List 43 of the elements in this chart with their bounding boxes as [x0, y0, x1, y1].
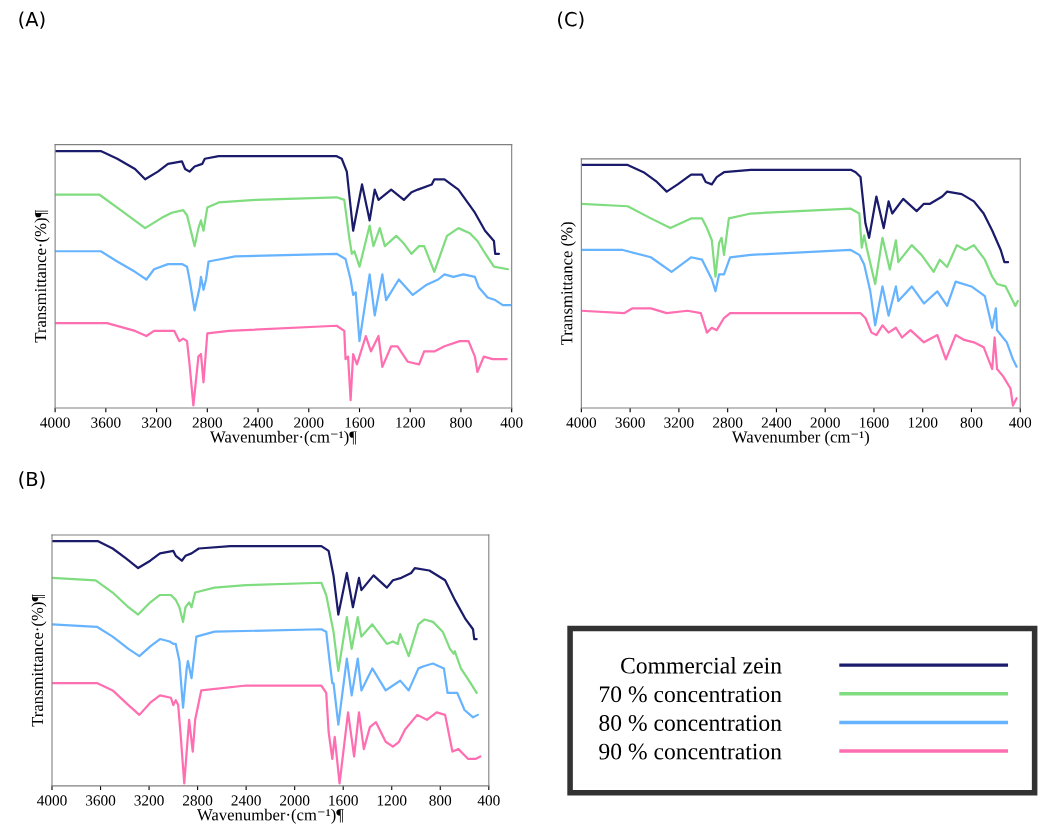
x-tick-label: 1200 — [396, 417, 425, 428]
x-tick-label: 400 — [477, 795, 500, 806]
text: 70 % concentration — [599, 686, 782, 703]
y-axis-title: Transmittance·(%)¶ — [31, 594, 47, 727]
text: Commercial zein — [621, 657, 782, 674]
x-tick-label: 800 — [429, 795, 452, 806]
x-tick-label: 1600 — [345, 417, 375, 428]
x-tick-label: 800 — [450, 417, 472, 428]
x-tick-label: 400 — [500, 417, 523, 428]
text: 80 % concentration — [599, 714, 782, 731]
text: 90 % concentration — [599, 743, 782, 760]
x-tick-label: 2400 — [761, 417, 792, 428]
x-tick-label: 2400 — [231, 795, 261, 806]
x-tick-label: 4000 — [40, 417, 70, 428]
chart-title: (A) — [19, 11, 45, 29]
chart-title: (B) — [19, 471, 45, 489]
x-tick-label: 1600 — [329, 795, 358, 806]
x-tick-label: 4000 — [566, 417, 597, 428]
x-tick-label: 2000 — [810, 417, 840, 428]
x-tick-label: 2000 — [280, 795, 310, 806]
x-tick-label: 2800 — [192, 417, 222, 428]
x-tick-label: 800 — [960, 417, 983, 428]
x-tick-label: 3600 — [85, 795, 116, 806]
x-tick-label: 3200 — [142, 417, 172, 428]
x-tick-label: 3200 — [134, 795, 164, 806]
y-axis-title: Transmittance (%) — [560, 222, 576, 346]
y-axis-title: Transmittance·(%)¶ — [34, 210, 50, 343]
x-axis-title: Wavenumber·(cm⁻¹)¶ — [210, 430, 357, 446]
x-tick-label: 4000 — [37, 795, 67, 806]
x-tick-label: 1600 — [860, 417, 889, 428]
x-tick-label: 3600 — [91, 417, 121, 428]
x-tick-label: 3600 — [615, 417, 645, 428]
x-tick-label: 1200 — [377, 795, 407, 806]
x-axis-title: Wavenumber·(cm⁻¹)¶ — [197, 808, 344, 824]
x-tick-label: 2000 — [294, 417, 324, 428]
x-tick-label: 1200 — [908, 417, 938, 428]
x-tick-label: 2800 — [182, 795, 213, 806]
chart-title: (C) — [558, 11, 584, 29]
x-tick-label: 2800 — [713, 417, 743, 428]
x-tick-label: 400 — [1009, 417, 1032, 428]
x-tick-label: 3200 — [664, 417, 694, 428]
x-axis-title: Wavenumber (cm⁻¹) — [731, 430, 869, 446]
x-tick-label: 2400 — [243, 417, 273, 428]
